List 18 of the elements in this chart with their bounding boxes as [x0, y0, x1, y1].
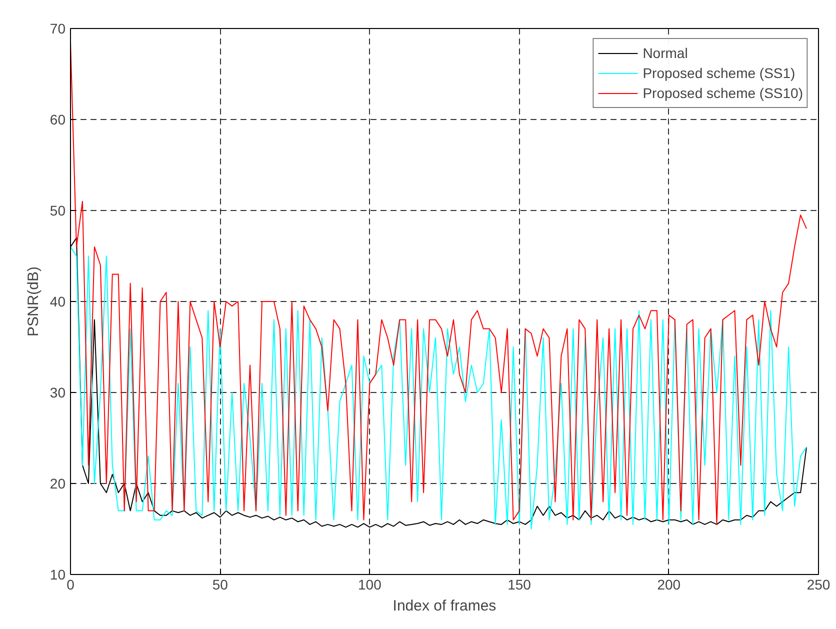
x-tick-label: 0 — [66, 576, 75, 592]
legend-label: Proposed scheme (SS1) — [642, 65, 796, 81]
legend-label: Proposed scheme (SS10) — [642, 85, 803, 101]
y-tick-label: 70 — [50, 20, 66, 36]
y-tick-label: 30 — [50, 384, 66, 400]
x-axis-title: Index of frames — [392, 598, 496, 614]
y-axis-title: PSNR(dB) — [24, 266, 42, 337]
x-tick-label: 200 — [657, 576, 681, 592]
x-tick-label: 150 — [508, 576, 532, 592]
y-tick-label: 50 — [50, 202, 66, 218]
x-tick-label: 100 — [358, 576, 382, 592]
y-tick-label: 60 — [50, 112, 66, 128]
x-tick-label: 50 — [212, 576, 228, 592]
y-tick-label: 20 — [50, 476, 66, 492]
y-tick-label: 10 — [50, 566, 66, 582]
legend-label: Normal — [642, 45, 688, 61]
x-tick-label: 250 — [806, 576, 830, 592]
y-tick-label: 40 — [50, 294, 66, 310]
